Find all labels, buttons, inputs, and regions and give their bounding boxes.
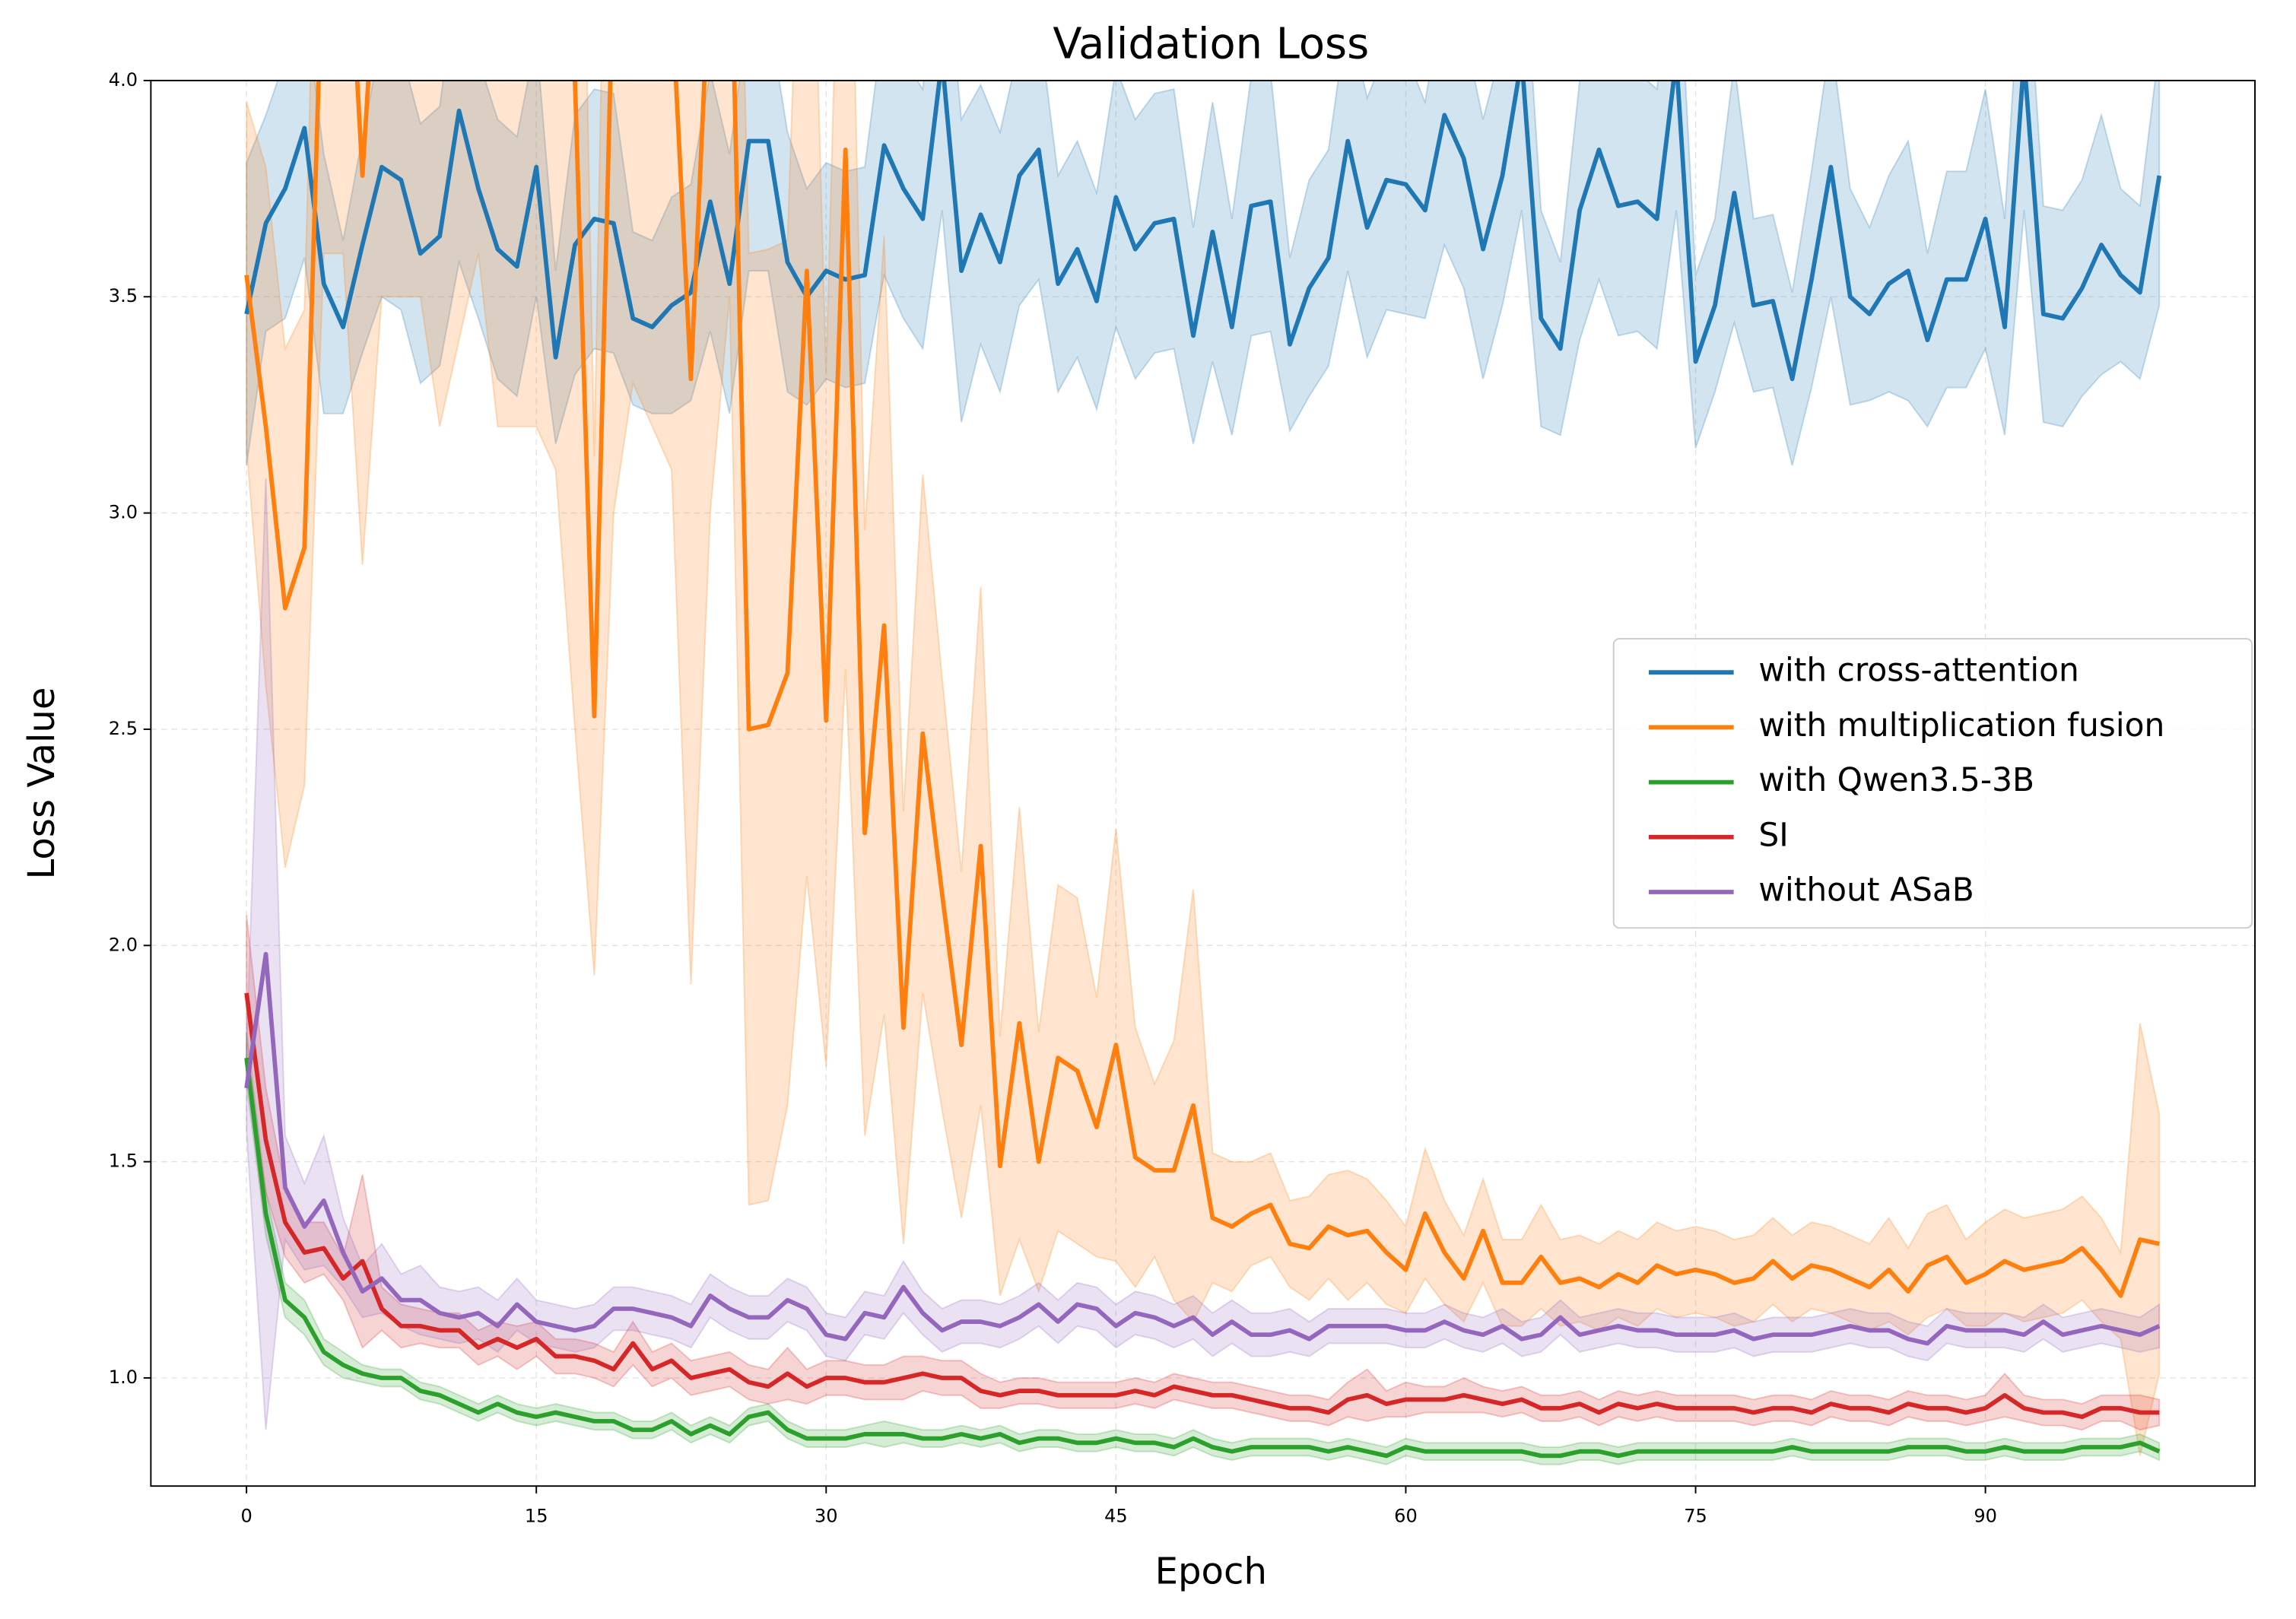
lines <box>244 80 2162 1459</box>
legend-label: with multiplication fusion <box>1758 706 2164 744</box>
ticks: 0 15 30 45 60 75 90 1.0 1.5 2.0 2.5 3.0 3.5 4.0 <box>109 69 1997 1527</box>
plot-frame <box>150 79 2256 1487</box>
x-tick-label: 30 <box>815 1506 838 1527</box>
series-line <box>244 992 2160 1420</box>
chart-title: Validation Loss <box>1053 20 1369 69</box>
series-line <box>244 80 2160 1298</box>
x-tick-label: 0 <box>240 1506 252 1527</box>
legend-label: with Qwen3.5-3B <box>1758 761 2034 798</box>
x-tick-label: 60 <box>1394 1506 1418 1527</box>
y-tick-label: 3.5 <box>109 285 138 306</box>
y-axis-label: Loss Value <box>21 687 63 880</box>
legend: with cross-attention with multiplication … <box>1612 637 2253 929</box>
y-tick-label: 1.0 <box>109 1367 138 1388</box>
x-tick-label: 90 <box>1974 1506 1997 1527</box>
series-line <box>244 951 2161 1346</box>
legend-label: with cross-attention <box>1758 652 2079 689</box>
y-tick-label: 1.5 <box>109 1151 138 1172</box>
error-band <box>246 1031 2161 1465</box>
error-band <box>246 478 2161 1430</box>
x-tick-label: 45 <box>1104 1506 1128 1527</box>
y-tick-label: 4.0 <box>109 69 138 90</box>
x-tick-label: 75 <box>1684 1506 1707 1527</box>
series-line <box>244 1057 2161 1459</box>
y-tick-label: 3.0 <box>109 502 138 523</box>
y-tick-label: 2.0 <box>109 934 138 955</box>
error-band <box>246 915 2161 1431</box>
legend-label: without ASaB <box>1758 871 1974 908</box>
x-axis-label: Epoch <box>1155 1551 1267 1593</box>
x-tick-label: 15 <box>525 1506 548 1527</box>
series-line <box>244 80 2162 382</box>
error-band <box>246 80 2161 1456</box>
legend-box <box>1612 637 2253 929</box>
y-tick-label: 2.5 <box>109 718 138 739</box>
legend-label: SI <box>1758 816 1788 853</box>
